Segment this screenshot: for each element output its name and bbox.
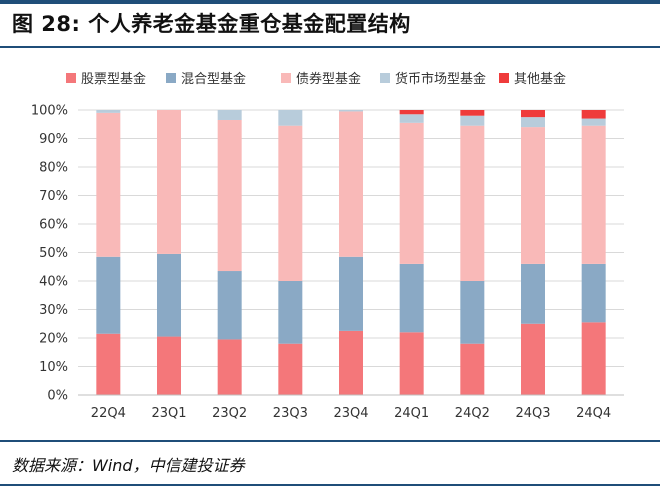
title-rule	[0, 46, 660, 48]
bar-segment-22Q4-3	[96, 110, 121, 113]
bar-segment-24Q3-3	[521, 117, 545, 128]
bar-segment-24Q3-1	[521, 263, 545, 324]
x-tick-label: 23Q2	[212, 406, 247, 421]
y-tick-label: 10%	[39, 360, 68, 375]
y-tick-label: 80%	[39, 161, 68, 176]
x-tick-label: 24Q1	[394, 406, 429, 421]
stacked-bar-chart: 股票型基金 混合型基金 债券型基金 货币市场型基金 其他基金 0% 10% 20% 30% 40…	[31, 71, 624, 421]
bar-segment-23Q1-2	[157, 110, 181, 254]
x-tick-label: 24Q4	[576, 406, 611, 421]
bar-segment-23Q4-3	[339, 110, 363, 112]
bar-segment-24Q1-0	[399, 332, 424, 395]
top-rule	[0, 0, 660, 4]
legend-label: 其他基金	[514, 71, 566, 87]
bar-segment-23Q4-2	[339, 111, 363, 257]
y-tick-label: 30%	[39, 303, 68, 318]
source-note: 数据来源：Wind，中信建投证券	[12, 456, 245, 475]
bar-segment-24Q4-0	[581, 322, 606, 395]
bar-segment-24Q3-0	[521, 323, 545, 395]
bar-segment-24Q2-3	[460, 115, 485, 126]
bar-segment-23Q2-3	[217, 110, 242, 120]
bar-segment-23Q1-0	[157, 336, 181, 395]
legend-label: 债券型基金	[296, 71, 361, 87]
chart-container: 股票型基金 混合型基金 债券型基金 货币市场型基金 其他基金 0% 10% 20% 30% 40…	[0, 52, 660, 432]
y-tick-label: 50%	[39, 246, 68, 261]
bar-segment-22Q4-1	[96, 256, 121, 334]
bar-segment-24Q4-1	[581, 263, 606, 323]
y-tick-label: 90%	[39, 132, 68, 147]
bar-segment-24Q3-4	[521, 110, 545, 118]
bar-segment-23Q1-1	[157, 253, 181, 337]
chart-legend: 股票型基金 混合型基金 债券型基金 货币市场型基金 其他基金	[66, 71, 566, 87]
legend-swatch	[66, 73, 76, 83]
y-tick-label: 20%	[39, 332, 68, 347]
bar-segment-24Q2-4	[460, 110, 485, 116]
y-tick-label: 40%	[39, 275, 68, 290]
y-tick-label: 70%	[39, 189, 68, 204]
chart-bars	[96, 110, 606, 396]
x-tick-label: 23Q1	[151, 406, 186, 421]
bar-segment-24Q4-3	[581, 118, 606, 126]
source-rule	[0, 440, 660, 442]
bar-segment-24Q4-4	[581, 110, 606, 119]
bar-segment-22Q4-2	[96, 112, 121, 257]
legend-label: 货币市场型基金	[395, 71, 486, 87]
legend-swatch	[166, 73, 176, 83]
bar-segment-24Q4-2	[581, 125, 606, 264]
y-tick-label: 0%	[47, 389, 68, 404]
bar-segment-22Q4-0	[96, 333, 121, 395]
bar-segment-24Q2-2	[460, 125, 485, 282]
page-title: 图 28: 个人养老金基金重仓基金配置结构	[12, 12, 411, 36]
x-tick-label: 23Q4	[333, 406, 368, 421]
y-tick-label: 100%	[31, 104, 68, 119]
bar-segment-24Q1-4	[399, 110, 424, 115]
bar-segment-23Q3-2	[278, 125, 303, 282]
legend-swatch	[281, 73, 291, 83]
bar-segment-24Q3-2	[521, 127, 545, 264]
bar-segment-23Q2-2	[217, 119, 242, 272]
y-tick-label: 60%	[39, 218, 68, 233]
bar-segment-24Q1-1	[399, 263, 424, 333]
x-tick-label: 22Q4	[91, 406, 126, 421]
x-tick-label: 24Q3	[515, 406, 550, 421]
bar-segment-24Q1-2	[399, 122, 424, 264]
legend-label: 混合型基金	[181, 71, 246, 87]
legend-label: 股票型基金	[81, 71, 146, 87]
bar-segment-23Q2-1	[217, 271, 242, 340]
y-axis: 0% 10% 20% 30% 40% 50% 60% 70% 80% 90% 100%	[31, 104, 68, 404]
bar-segment-24Q2-0	[460, 343, 485, 395]
bar-segment-23Q2-0	[217, 339, 242, 395]
bar-segment-23Q3-0	[278, 343, 303, 395]
bar-segment-23Q3-3	[278, 110, 303, 126]
bottom-rule	[0, 484, 660, 486]
bar-segment-23Q4-0	[339, 330, 363, 396]
bar-segment-24Q2-1	[460, 281, 485, 344]
x-axis: 22Q4 23Q1 23Q2 23Q3 23Q4 24Q1 24Q2 24Q3 24Q4	[78, 394, 624, 421]
bar-segment-23Q3-1	[278, 281, 303, 344]
legend-swatch	[380, 73, 390, 83]
x-tick-label: 24Q2	[455, 406, 490, 421]
bar-segment-23Q4-1	[339, 256, 363, 331]
x-tick-label: 23Q3	[273, 406, 308, 421]
bar-segment-24Q1-3	[399, 114, 424, 123]
legend-swatch	[499, 73, 509, 83]
